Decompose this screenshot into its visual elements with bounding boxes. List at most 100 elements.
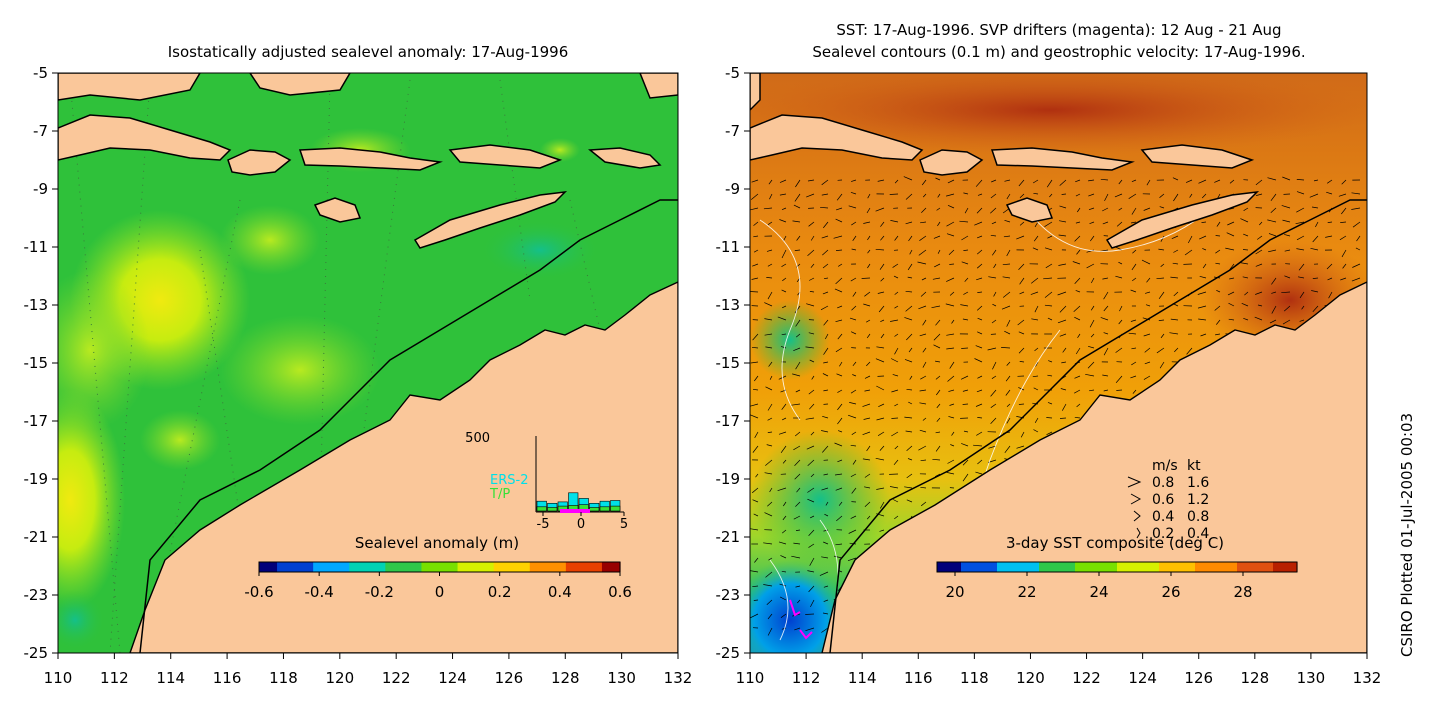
right-colorbar [937,562,1298,572]
colorbar-segment [1063,562,1070,572]
colorbar-segment [1195,562,1202,572]
colorbar-tick-label: 28 [1233,583,1252,601]
colorbar-segment [337,562,344,572]
x-tick-label: 124 [1128,669,1157,687]
colorbar-tick-label: -0.4 [305,583,334,601]
colorbar-segment [1003,562,1010,572]
velocity-arrow [1046,418,1052,419]
colorbar-segment [331,562,338,572]
y-tick-label: -5 [33,64,48,82]
colorbar-segment [1093,562,1100,572]
colorbar-segment [1165,562,1172,572]
y-tick-label: -13 [24,296,49,314]
inset-bar-tp [548,508,558,512]
x-tick-label: 132 [1353,669,1382,687]
colorbar-segment [542,562,549,572]
inset-date-marker [560,509,590,513]
colorbar-segment [385,562,392,572]
colorbar-segment [397,562,404,572]
colorbar-segment [572,562,579,572]
colorbar-segment [1177,562,1184,572]
colorbar-tick-label: 20 [945,583,964,601]
colorbar-tick-label: -0.6 [244,583,273,601]
colorbar-segment [421,562,428,572]
colorbar-segment [470,562,477,572]
left-panel-title: Isostatically adjusted sealevel anomaly:… [168,43,569,61]
colorbar-segment [1183,562,1190,572]
colorbar-segment [1159,562,1166,572]
colorbar-segment [1045,562,1052,572]
colorbar-segment [590,562,597,572]
colorbar-segment [301,562,308,572]
colorbar-segment [1009,562,1016,572]
colorbar-segment [271,562,278,572]
colorbar-segment [500,562,507,572]
colorbar-segment [488,562,495,572]
colorbar-segment [1135,562,1142,572]
colorbar-segment [967,562,974,572]
anomaly-blob [140,410,220,470]
velocity-legend-kt: 1.2 [1187,492,1209,508]
y-tick-label: -13 [716,296,741,314]
velocity-arrow [749,292,758,293]
colorbar-segment [476,562,483,572]
inset-legend-tp: T/P [489,487,510,502]
x-tick-label: 118 [960,669,989,687]
y-tick-label: -19 [716,470,741,488]
colorbar-segment [1153,562,1160,572]
colorbar-segment [433,562,440,572]
y-tick-label: -11 [24,238,49,256]
colorbar-segment [1021,562,1028,572]
colorbar-segment [259,562,266,572]
velocity-arrow [963,404,968,405]
colorbar-segment [1033,562,1040,572]
inset-bar-tp [611,506,621,511]
colorbar-segment [608,562,615,572]
plot-credit: CSIRO Plotted 01-Jul-2005 00:03 [1398,413,1416,657]
colorbar-segment [1051,562,1058,572]
colorbar-segment [937,562,944,572]
colorbar-segment [596,562,603,572]
colorbar-segment [307,562,314,572]
colorbar-segment [1027,562,1034,572]
colorbar-segment [1189,562,1196,572]
inset-tick-label: -5 [537,517,550,532]
anomaly-blob [220,315,380,425]
colorbar-segment [1075,562,1082,572]
y-tick-label: -9 [33,180,48,198]
colorbar-segment [506,562,513,572]
colorbar-tick-label: 0.4 [548,583,572,601]
y-tick-label: -23 [716,586,741,604]
inset-tick-label: 0 [577,517,585,532]
colorbar-segment [1243,562,1250,572]
x-tick-label: 110 [44,669,73,687]
left-colorbar-label: Sealevel anomaly (m) [355,534,519,552]
colorbar-segment [602,562,609,572]
colorbar-segment [427,562,434,572]
colorbar-segment [277,562,284,572]
colorbar-tick-label: 24 [1089,583,1108,601]
inset-ymax-label: 500 [465,431,490,446]
colorbar-segment [379,562,386,572]
velocity-arrow [1062,194,1066,195]
x-tick-label: 132 [664,669,693,687]
colorbar-segment [955,562,962,572]
colorbar-segment [1237,562,1244,572]
velocity-legend-kt: 1.6 [1187,475,1209,491]
velocity-arrow [890,194,898,195]
colorbar-segment [1279,562,1286,572]
x-tick-label: 112 [792,669,821,687]
colorbar-segment [355,562,362,572]
y-tick-label: -9 [725,180,740,198]
x-tick-label: 114 [156,669,185,687]
colorbar-segment [997,562,1004,572]
colorbar-segment [1273,562,1280,572]
colorbar-segment [1255,562,1262,572]
y-tick-label: -7 [33,122,48,140]
right-panel-title: SST: 17-Aug-1996. SVP drifters (magenta)… [836,21,1281,39]
colorbar-segment [1087,562,1094,572]
colorbar-segment [512,562,519,572]
colorbar-segment [530,562,537,572]
